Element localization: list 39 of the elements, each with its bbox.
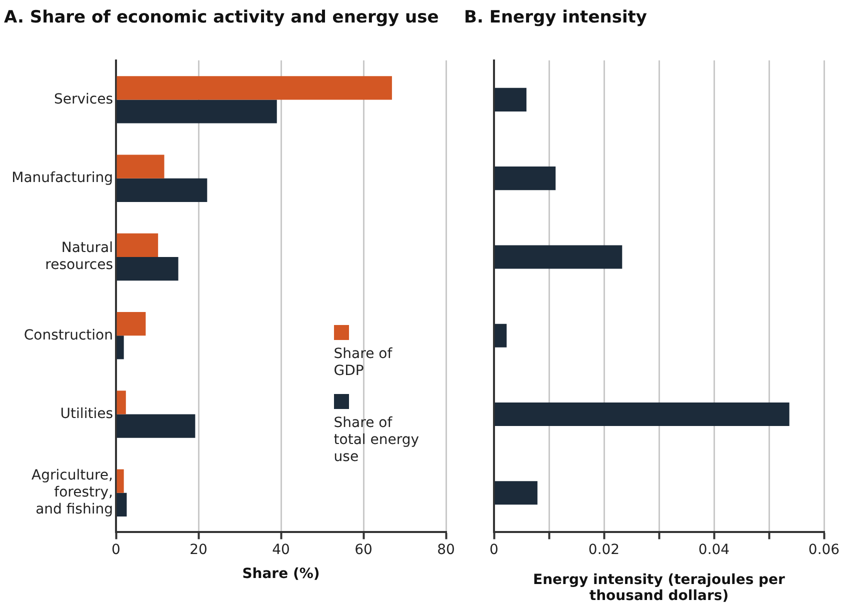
bar	[494, 402, 790, 426]
chart-title: B. Energy intensity	[464, 8, 647, 28]
bar	[494, 166, 556, 190]
y-tick-label: Utilities	[60, 406, 113, 422]
y-tick-label: Natural resources	[45, 240, 113, 274]
x-tick-label: 20	[190, 542, 208, 558]
y-tick-label: Construction	[24, 327, 113, 344]
y-tick-label: Agriculture, forestry, and fishing	[32, 468, 113, 518]
bar	[116, 414, 196, 438]
x-tick-label: 80	[437, 542, 455, 558]
x-axis-title: Share (%)	[241, 566, 321, 582]
bar	[116, 100, 277, 124]
chart-title: A. Share of economic activity and energy use	[4, 8, 439, 28]
y-tick-label: Manufacturing	[12, 170, 113, 186]
x-tick-label: 60	[354, 542, 372, 558]
bar	[494, 481, 538, 505]
bar	[116, 154, 164, 178]
bar	[116, 469, 124, 493]
x-axis-title: Energy intensity (terajoules per thousand dollars)	[532, 572, 786, 604]
bar	[494, 88, 526, 112]
bar	[494, 245, 622, 269]
x-tick-label: 0.04	[698, 542, 730, 558]
bar	[116, 76, 392, 100]
x-tick-label: 0.02	[588, 542, 620, 558]
x-tick-label: 40	[272, 542, 290, 558]
bar	[116, 336, 124, 360]
legend-label: Share of GDP	[334, 346, 392, 379]
x-tick-label: 0	[112, 542, 120, 558]
bar	[116, 233, 158, 257]
bar	[116, 492, 127, 516]
x-tick-label: 0.06	[808, 542, 840, 558]
bar	[116, 312, 146, 336]
bar	[116, 256, 178, 281]
legend-label: Share of total energy use	[334, 414, 420, 465]
y-tick-label: Services	[54, 91, 113, 108]
bar	[116, 178, 208, 202]
x-tick-label: 0	[490, 542, 498, 558]
bar	[116, 390, 126, 414]
bar	[494, 324, 507, 348]
